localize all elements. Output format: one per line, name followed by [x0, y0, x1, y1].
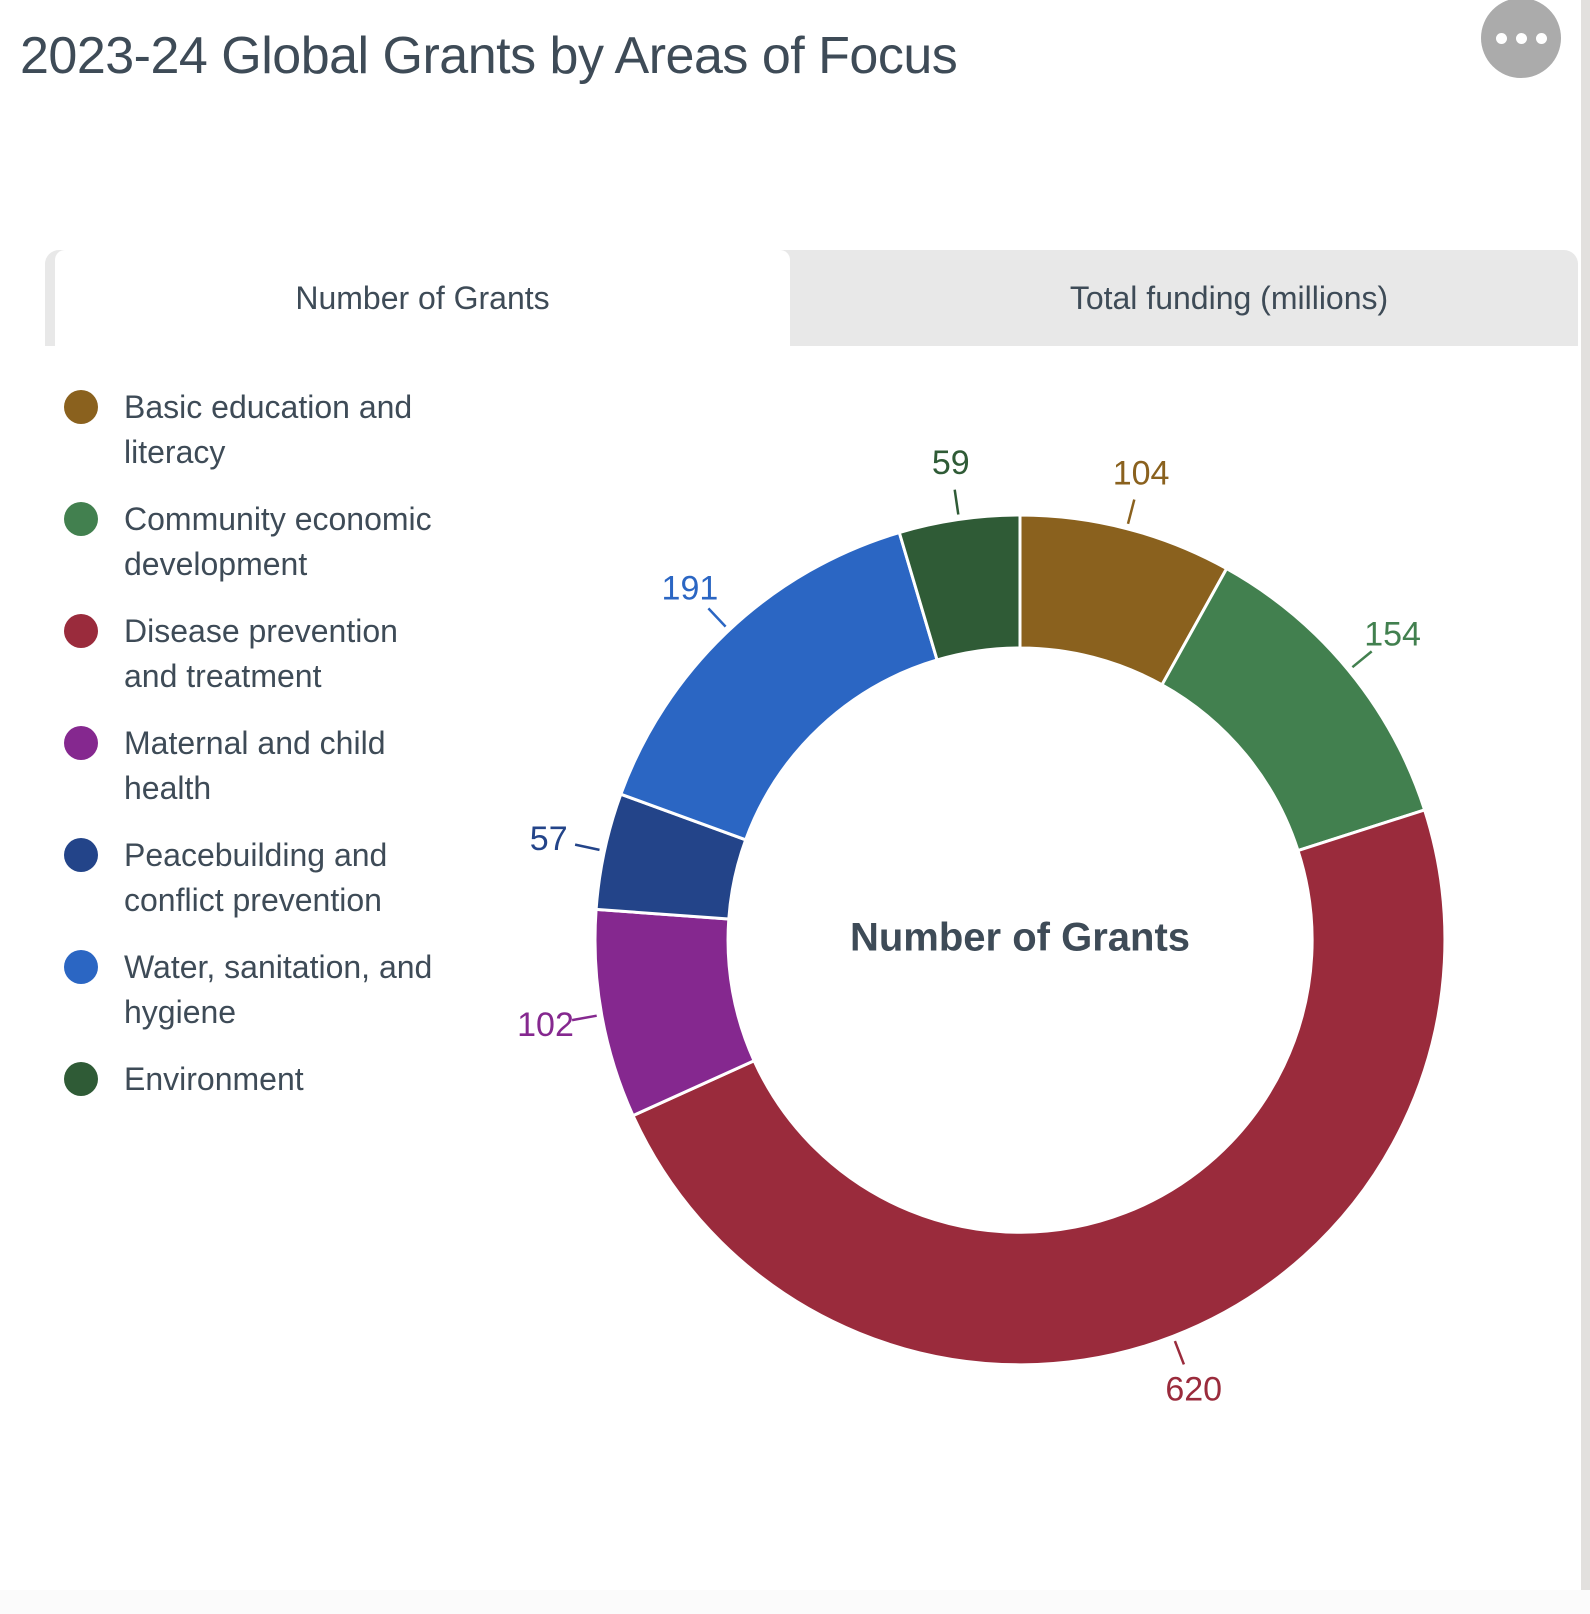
legend-label: Community economic development [124, 501, 432, 582]
legend-swatch [64, 1062, 98, 1096]
legend-item-1[interactable]: Basic education and literacy [64, 385, 432, 475]
legend-label: Water, sanitation, and hygiene [124, 949, 433, 1030]
legend-swatch [64, 614, 98, 648]
label-connector [1126, 499, 1136, 525]
legend-item-2[interactable]: Community economic development [64, 497, 432, 587]
legend-swatch [64, 838, 98, 872]
segment-value-label: 620 [1165, 1371, 1222, 1409]
page-edge-strip [1581, 0, 1590, 1614]
segment-value-label: 102 [517, 1006, 574, 1044]
legend-item-7[interactable]: Environment [64, 1057, 432, 1102]
legend-label: Peacebuilding and conflict prevention [124, 837, 388, 918]
legend-item-3[interactable]: Disease prevention and treatment [64, 609, 432, 699]
donut-segment-2[interactable] [1160, 567, 1427, 853]
label-connector [571, 1014, 597, 1022]
legend-item-4[interactable]: Maternal and child health [64, 721, 432, 811]
segment-value-label: 154 [1364, 615, 1421, 653]
page-title: 2023-24 Global Grants by Areas of Focus [20, 27, 958, 85]
label-connector [707, 607, 727, 628]
segment-value-label: 59 [932, 444, 970, 482]
legend-label: Environment [124, 1061, 304, 1097]
legend: Basic education and literacy Community eco… [64, 385, 432, 1124]
donut-segment-3[interactable] [631, 808, 1447, 1367]
legend-swatch [64, 726, 98, 760]
legend-swatch [64, 502, 98, 536]
ellipsis-icon [1495, 32, 1547, 44]
segment-value-label: 191 [662, 570, 719, 608]
legend-item-6[interactable]: Water, sanitation, and hygiene [64, 945, 432, 1035]
legend-label: Basic education and literacy [124, 389, 413, 470]
legend-item-5[interactable]: Peacebuilding and conflict prevention [64, 833, 432, 923]
more-options-button[interactable] [1481, 0, 1561, 78]
legend-label: Maternal and child health [124, 725, 386, 806]
tab-bar: Number of Grants Total funding (millions… [45, 250, 1578, 346]
label-connector [574, 843, 600, 852]
tab-total-funding[interactable]: Total funding (millions) [835, 250, 1590, 346]
legend-label: Disease prevention and treatment [124, 613, 398, 694]
segment-value-label: 57 [530, 820, 568, 858]
segment-value-label: 104 [1113, 454, 1170, 492]
legend-swatch [64, 950, 98, 984]
donut-segment-7[interactable] [897, 513, 1022, 662]
chart-center-label: Number of Grants [849, 915, 1191, 960]
label-connector [1173, 1340, 1186, 1365]
label-connector [953, 489, 960, 515]
page-bottom-strip [0, 1590, 1590, 1614]
tab-label: Total funding (millions) [1069, 279, 1389, 316]
label-connector [1351, 650, 1373, 669]
tab-label: Number of Grants [295, 279, 550, 316]
donut-chart: 104 154 620 102 57 191 59 [517, 444, 1447, 1409]
legend-swatch [64, 390, 98, 424]
tab-number-of-grants[interactable]: Number of Grants [55, 250, 790, 346]
